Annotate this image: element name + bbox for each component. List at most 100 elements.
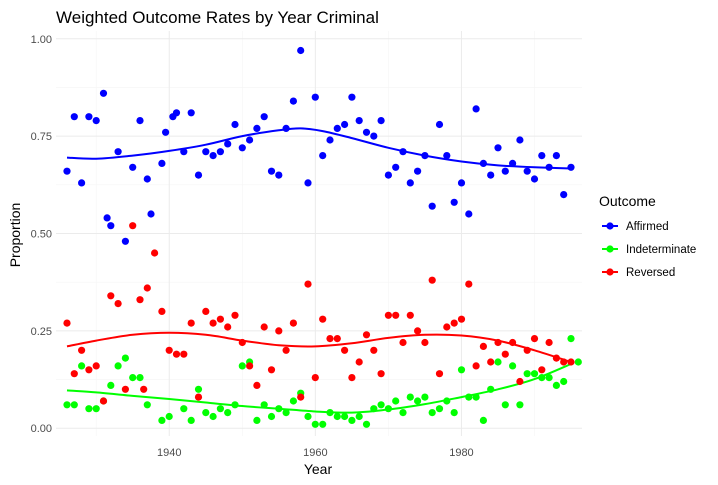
- data-point-affirmed: [289, 97, 297, 105]
- data-point-affirmed: [238, 144, 246, 152]
- y-tick-label: 0.25: [31, 326, 52, 338]
- data-point-indeterminate: [319, 420, 327, 428]
- data-point-affirmed: [370, 132, 378, 140]
- data-point-affirmed: [103, 214, 111, 222]
- data-point-reversed: [487, 358, 495, 366]
- data-point-reversed: [377, 370, 385, 378]
- data-point-indeterminate: [209, 412, 217, 421]
- data-point-reversed: [267, 366, 276, 374]
- data-point-reversed: [501, 350, 509, 358]
- data-point-affirmed: [333, 124, 341, 132]
- data-point-indeterminate: [450, 409, 458, 417]
- data-point-affirmed: [377, 117, 385, 125]
- data-point-indeterminate: [362, 420, 371, 428]
- data-point-affirmed: [162, 128, 170, 136]
- data-point-indeterminate: [487, 385, 495, 393]
- data-point-affirmed: [465, 210, 473, 218]
- trend-line-indeterminate: [66, 363, 572, 414]
- data-point-reversed: [450, 319, 458, 327]
- data-point-reversed: [428, 276, 436, 284]
- data-point-reversed: [194, 393, 203, 401]
- data-point-reversed: [384, 311, 392, 319]
- legend-label-affirmed: Affirmed: [626, 221, 669, 233]
- data-point-reversed: [275, 327, 283, 335]
- data-point-indeterminate: [78, 362, 86, 370]
- data-point-affirmed: [508, 159, 517, 167]
- data-point-affirmed: [246, 136, 254, 144]
- data-point-affirmed: [443, 152, 451, 160]
- data-point-indeterminate: [341, 412, 349, 421]
- data-point-reversed: [165, 346, 173, 354]
- data-point-reversed: [348, 374, 356, 382]
- data-point-reversed: [465, 280, 473, 288]
- grid: [56, 31, 582, 436]
- data-point-indeterminate: [399, 409, 407, 417]
- data-point-reversed: [399, 338, 407, 347]
- data-point-indeterminate: [355, 412, 363, 421]
- y-tick-labels: 0.00 0.25 0.50 0.75 1.00: [31, 34, 52, 435]
- data-point-indeterminate: [479, 416, 487, 424]
- data-point-indeterminate: [289, 397, 297, 405]
- data-point-indeterminate: [143, 401, 151, 409]
- y-tick-label: 0.75: [31, 131, 52, 143]
- data-point-affirmed: [147, 210, 155, 218]
- data-point-affirmed: [158, 159, 166, 167]
- data-points: [63, 46, 582, 428]
- data-point-reversed: [187, 319, 195, 327]
- data-point-indeterminate: [63, 401, 71, 409]
- data-point-affirmed: [355, 117, 363, 125]
- data-point-affirmed: [231, 120, 239, 129]
- data-point-reversed: [238, 338, 246, 347]
- data-point-reversed: [172, 350, 181, 358]
- data-point-affirmed: [260, 113, 268, 121]
- data-point-reversed: [253, 381, 261, 389]
- data-point-affirmed: [107, 222, 115, 230]
- data-point-affirmed: [202, 148, 210, 156]
- data-point-indeterminate: [136, 374, 144, 382]
- data-point-reversed: [560, 358, 568, 366]
- data-point-reversed: [63, 319, 71, 327]
- data-point-indeterminate: [406, 393, 414, 401]
- y-tick-label: 1.00: [31, 34, 52, 46]
- data-point-indeterminate: [465, 393, 473, 401]
- data-point-reversed: [508, 338, 517, 347]
- trend-line-reversed: [66, 331, 572, 363]
- data-point-affirmed: [129, 163, 137, 171]
- data-point-reversed: [362, 331, 371, 339]
- data-point-indeterminate: [326, 409, 334, 417]
- data-point-affirmed: [114, 148, 122, 156]
- data-point-reversed: [99, 397, 108, 405]
- data-point-reversed: [202, 307, 210, 315]
- data-point-reversed: [538, 366, 546, 374]
- data-point-reversed: [297, 393, 305, 401]
- data-point-indeterminate: [158, 416, 166, 424]
- data-point-affirmed: [187, 109, 195, 117]
- data-point-affirmed: [414, 167, 422, 175]
- data-point-affirmed: [194, 171, 203, 179]
- legend-key-affirmed: [602, 222, 618, 230]
- legend-key-reversed: [602, 268, 618, 276]
- data-point-affirmed: [172, 109, 181, 117]
- data-point-indeterminate: [348, 416, 356, 424]
- x-axis-title: Year: [304, 461, 333, 477]
- data-point-indeterminate: [92, 405, 100, 413]
- data-point-indeterminate: [516, 401, 524, 409]
- data-point-reversed: [70, 370, 78, 378]
- data-point-reversed: [435, 370, 444, 378]
- data-point-reversed: [216, 315, 224, 323]
- data-point-affirmed: [362, 128, 371, 136]
- data-point-indeterminate: [545, 374, 553, 382]
- data-point-reversed: [180, 350, 188, 358]
- data-point-indeterminate: [333, 412, 341, 421]
- data-point-reversed: [479, 342, 487, 350]
- data-point-indeterminate: [392, 397, 400, 405]
- data-point-indeterminate: [180, 405, 188, 413]
- data-point-indeterminate: [421, 393, 429, 401]
- data-point-reversed: [516, 377, 524, 386]
- data-point-indeterminate: [472, 393, 480, 401]
- x-tick-label: 1940: [157, 447, 181, 459]
- trend-line-affirmed: [66, 127, 572, 170]
- data-point-affirmed: [487, 171, 495, 179]
- data-point-indeterminate: [238, 362, 246, 370]
